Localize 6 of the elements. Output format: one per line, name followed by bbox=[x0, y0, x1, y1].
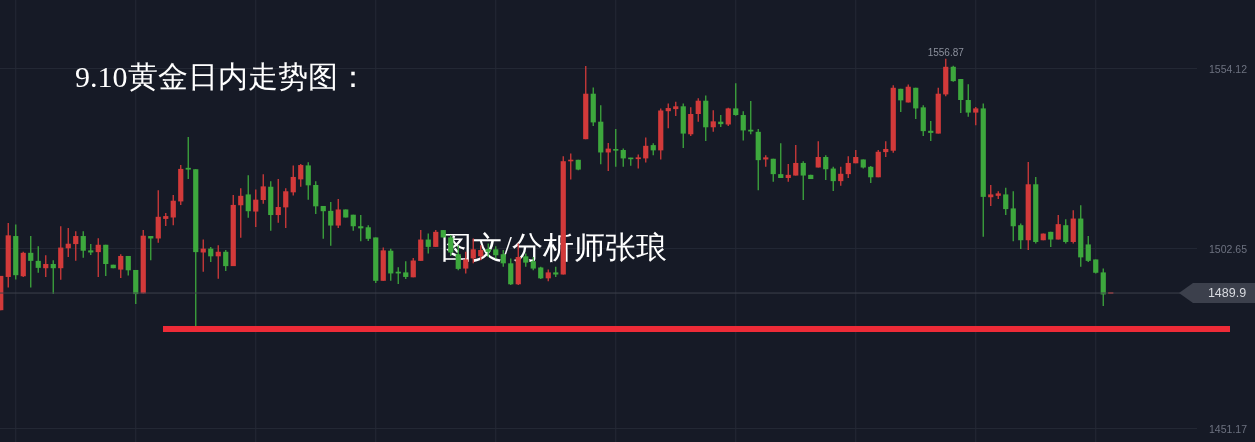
annotation: 1556.87 bbox=[927, 46, 965, 58]
y-tick-label: 1502.65 bbox=[1209, 243, 1248, 256]
y-tick-label: 1451.17 bbox=[1209, 423, 1248, 436]
ref-line-label: 1489.9 bbox=[1207, 286, 1247, 301]
y-tick-label: 1554.12 bbox=[1209, 63, 1248, 76]
text: 9.10黄金日内走势图： bbox=[75, 60, 368, 93]
